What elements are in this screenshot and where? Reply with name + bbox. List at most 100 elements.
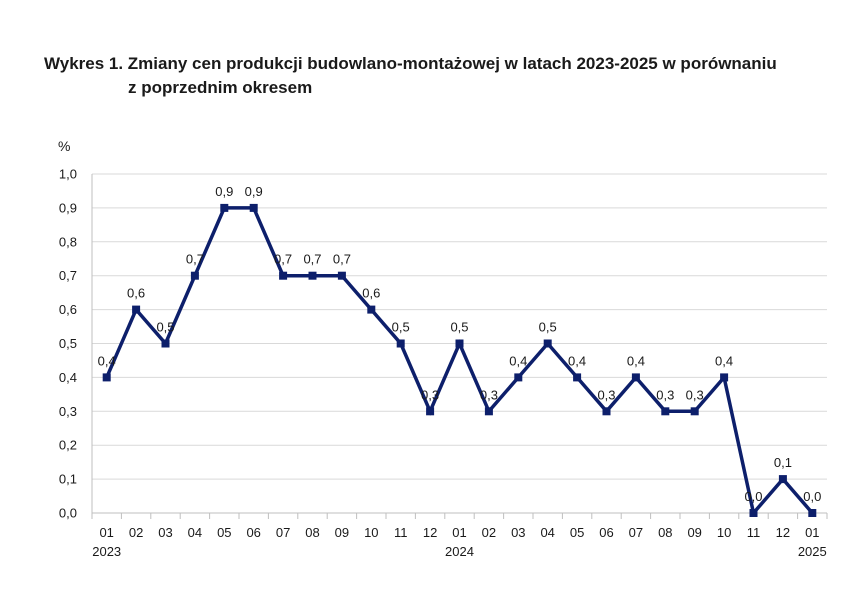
x-tick-label: 04	[540, 525, 554, 540]
data-point	[749, 509, 758, 517]
data-point	[720, 373, 729, 382]
x-tick-label: 11	[394, 525, 408, 540]
data-label: 0,4	[509, 353, 527, 368]
x-tick-label: 03	[158, 525, 172, 540]
x-tick-label: 05	[570, 525, 584, 540]
data-point	[396, 339, 405, 348]
y-tick-label: 0,0	[59, 506, 77, 521]
data-label: 0,6	[362, 286, 380, 301]
x-tick-label: 06	[246, 525, 260, 540]
data-label: 0,7	[274, 252, 292, 267]
data-point	[190, 271, 199, 280]
y-tick-label: 0,9	[59, 200, 77, 215]
data-point	[102, 373, 111, 382]
data-point	[161, 339, 170, 348]
data-point	[631, 373, 640, 382]
data-point	[220, 203, 229, 212]
x-tick-label: 10	[364, 525, 378, 540]
y-unit-label: %	[58, 138, 71, 154]
x-tick-label: 05	[217, 525, 231, 540]
data-label: 0,3	[597, 387, 615, 402]
data-label: 0,3	[656, 387, 674, 402]
x-year-label: 2025	[798, 544, 827, 559]
data-point	[602, 407, 611, 416]
x-tick-label: 11	[747, 525, 761, 540]
data-label: 0,5	[156, 320, 174, 335]
data-point	[484, 407, 493, 416]
data-label: 0,4	[627, 353, 645, 368]
data-point	[308, 271, 317, 280]
data-point	[426, 407, 435, 416]
x-tick-label: 02	[129, 525, 143, 540]
x-tick-label: 01	[99, 525, 113, 540]
y-tick-label: 0,1	[59, 472, 77, 487]
data-label: 0,9	[215, 184, 233, 199]
data-label: 0,7	[333, 252, 351, 267]
data-label: 0,9	[245, 184, 263, 199]
data-label: 0,4	[98, 353, 116, 368]
x-tick-label: 07	[276, 525, 290, 540]
data-point	[249, 203, 258, 212]
data-label: 0,4	[568, 353, 586, 368]
chart-title-line1: Wykres 1. Zmiany cen produkcji budowlano…	[44, 54, 777, 73]
data-label: 0,7	[303, 252, 321, 267]
y-tick-label: 0,7	[59, 268, 77, 283]
x-tick-label: 01	[805, 525, 819, 540]
data-label: 0,5	[450, 320, 468, 335]
x-tick-label: 12	[423, 525, 437, 540]
data-point	[573, 373, 582, 382]
x-tick-label: 02	[482, 525, 496, 540]
x-year-label: 2024	[445, 544, 474, 559]
data-point	[543, 339, 552, 348]
data-point	[808, 509, 817, 517]
x-tick-label: 01	[452, 525, 466, 540]
data-point	[279, 271, 288, 280]
x-tick-label: 08	[305, 525, 319, 540]
chart-title: Wykres 1. Zmiany cen produkcji budowlano…	[44, 54, 834, 98]
x-tick-label: 06	[599, 525, 613, 540]
series-line	[105, 206, 814, 517]
data-label: 0,5	[539, 320, 557, 335]
data-point	[690, 407, 699, 416]
data-label: 0,3	[686, 387, 704, 402]
x-tick-label: 12	[776, 525, 790, 540]
x-tick-labels: 01 02 03 04 05 06 07 08 09 10 11 12 01 02 03 04 05 06 07 08…	[92, 525, 827, 559]
data-point	[132, 305, 141, 314]
data-point	[337, 271, 346, 280]
data-label: 0,4	[715, 353, 733, 368]
data-label: 0,0	[803, 489, 821, 504]
x-tick-label: 09	[687, 525, 701, 540]
y-tick-label: 1,0	[59, 167, 77, 182]
data-label: 0,3	[480, 387, 498, 402]
data-point	[661, 407, 670, 416]
chart-title-line2: z poprzednim okresem	[128, 78, 313, 97]
series-markers	[102, 203, 817, 517]
data-point	[514, 373, 523, 382]
x-tick-label: 10	[717, 525, 731, 540]
data-label: 0,6	[127, 286, 145, 301]
data-label: 0,3	[421, 387, 439, 402]
data-labels: 0,4 0,6 0,5 0,7 0,9 0,9 0,7 0,7 0,7 0,6 0,5 0,3 0,5 0…	[98, 184, 822, 504]
y-tick-label: 0,4	[59, 370, 77, 385]
data-label: 0,0	[744, 489, 762, 504]
data-point	[778, 475, 787, 484]
y-tick-label: 0,8	[59, 234, 77, 249]
data-point	[367, 305, 376, 314]
y-tick-labels: 0,0 0,1 0,2 0,3 0,4 0,5 0,6 0,7 0,8 0,9 1,0	[59, 167, 77, 521]
x-tick-label: 03	[511, 525, 525, 540]
x-tick-label: 08	[658, 525, 672, 540]
data-label: 0,1	[774, 455, 792, 470]
x-year-label: 2023	[92, 544, 121, 559]
y-tick-label: 0,6	[59, 302, 77, 317]
x-tick-label: 07	[629, 525, 643, 540]
y-tick-label: 0,5	[59, 336, 77, 351]
data-point	[455, 339, 464, 348]
x-tick-label: 04	[188, 525, 202, 540]
y-tick-label: 0,2	[59, 438, 77, 453]
gridlines	[91, 173, 828, 519]
series-line-path	[105, 206, 814, 517]
data-label: 0,5	[392, 320, 410, 335]
x-tick-label: 09	[335, 525, 349, 540]
y-tick-label: 0,3	[59, 404, 77, 419]
